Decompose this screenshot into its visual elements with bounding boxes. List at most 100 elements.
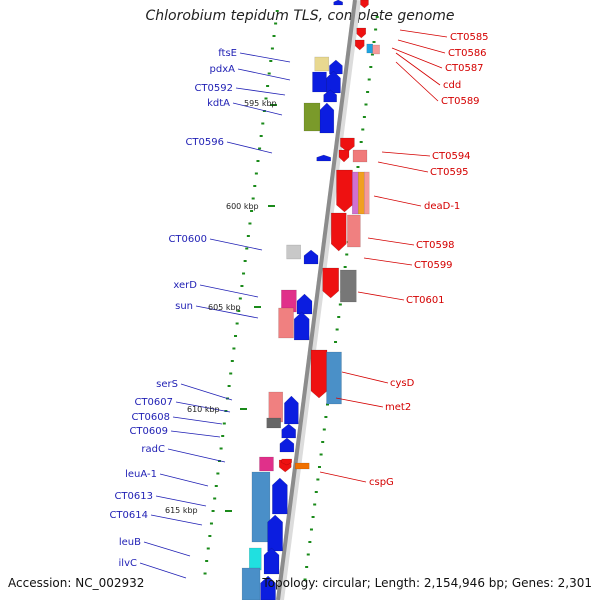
gene-label-CT0595[interactable]: CT0595	[430, 167, 469, 178]
leader-right	[395, 61, 439, 102]
tick-mark	[221, 435, 225, 437]
leader-left	[237, 68, 291, 81]
tick-mark	[209, 522, 213, 525]
gene-label-CT0596[interactable]: CT0596	[185, 137, 224, 148]
tick-mark	[256, 160, 260, 162]
gene-label-xerD[interactable]: xerD	[173, 280, 197, 291]
tick-mark	[335, 328, 339, 331]
gene-arrow-ct0609	[279, 437, 295, 453]
leader-right	[357, 291, 405, 301]
gene-label-CT0609[interactable]: CT0609	[129, 426, 168, 437]
leader-right	[395, 52, 441, 86]
gene-arrow-ct0596	[316, 154, 331, 162]
tick-mark	[261, 122, 265, 125]
gene-label-leuB[interactable]: leuB	[119, 537, 141, 548]
tick-mark	[237, 310, 241, 312]
tick-mark	[366, 91, 370, 93]
tick-mark	[205, 560, 209, 562]
tick-mark	[240, 285, 244, 287]
tick-mark	[319, 453, 323, 456]
gene-label-CT0608[interactable]: CT0608	[131, 412, 170, 423]
tick-mark	[229, 372, 233, 375]
gene-label-pdxA[interactable]: pdxA	[210, 64, 236, 75]
gene-arrow-ct0594	[340, 137, 355, 153]
gene-label-CT0613[interactable]: CT0613	[114, 491, 153, 502]
gene-label-serS[interactable]: serS	[156, 379, 178, 390]
tick-mark	[275, 10, 279, 12]
gene-label-CT0585[interactable]: CT0585	[450, 32, 489, 43]
gene-label-sun[interactable]: sun	[175, 301, 193, 312]
scale-tick	[268, 205, 275, 207]
leader-left	[235, 87, 286, 96]
tick-mark	[322, 428, 326, 431]
tick-mark	[274, 22, 278, 25]
backbone	[276, 0, 357, 600]
gene-box-leuB	[249, 547, 262, 571]
gene-label-ftsE[interactable]: ftsE	[218, 48, 237, 59]
gene-label-CT0598[interactable]: CT0598	[416, 240, 455, 251]
tick-mark	[258, 147, 262, 150]
gene-arrow-leuB	[263, 547, 280, 575]
gene-label-CT0589[interactable]: CT0589	[441, 96, 480, 107]
gene-label-cdd[interactable]: cdd	[443, 80, 461, 91]
gene-arrow-ct0586	[356, 27, 367, 39]
tick-mark	[230, 360, 234, 362]
gene-label-CT0594[interactable]: CT0594	[432, 151, 471, 162]
scale-tick	[240, 408, 247, 410]
gene-label-deaD-1[interactable]: deaD-1	[424, 201, 460, 212]
tick-mark	[211, 510, 215, 512]
gene-box-cspG	[294, 462, 310, 470]
gene-label-leuA-1[interactable]: leuA-1	[125, 469, 157, 480]
gene-box-leuA	[251, 471, 271, 543]
leader-right	[399, 29, 448, 38]
gene-arrow-ct0608	[281, 423, 296, 439]
tick-mark	[364, 103, 368, 106]
gene-label-CT0587[interactable]: CT0587	[445, 63, 484, 74]
gene-label-CT0600[interactable]: CT0600	[168, 234, 207, 245]
leader-left	[170, 430, 221, 438]
tick-mark	[361, 128, 365, 131]
gene-arrow-leuA	[272, 477, 288, 515]
tick-mark	[334, 341, 338, 343]
gene-label-ilvC[interactable]: ilvC	[119, 558, 137, 569]
gene-label-CT0614[interactable]: CT0614	[109, 510, 148, 521]
gene-label-CT0607[interactable]: CT0607	[134, 397, 173, 408]
scale-label-615: 615 kbp	[165, 506, 198, 515]
gene-box-deaD-c	[363, 171, 370, 215]
tick-mark	[303, 578, 307, 581]
leader-left	[139, 562, 187, 579]
gene-box-serS	[268, 391, 284, 423]
leader-right	[373, 195, 422, 207]
gene-label-met2[interactable]: met2	[385, 402, 411, 413]
gene-label-CT0592[interactable]: CT0592	[194, 83, 233, 94]
tick-mark	[243, 260, 247, 262]
tick-mark	[321, 441, 325, 443]
gene-label-CT0601[interactable]: CT0601	[406, 295, 445, 306]
tick-mark	[367, 78, 371, 81]
tick-mark	[314, 491, 318, 493]
scale-tick	[270, 104, 277, 106]
tick-mark	[234, 335, 238, 337]
leader-left	[180, 383, 233, 401]
gene-arrow-ct0595	[338, 149, 350, 163]
tick-mark	[337, 316, 341, 318]
gene-label-CT0586[interactable]: CT0586	[448, 48, 487, 59]
tick-mark	[311, 516, 315, 518]
gene-box-cysD	[326, 351, 342, 405]
gene-label-CT0599[interactable]: CT0599	[414, 260, 453, 271]
gene-arrow-pdxA-a	[326, 70, 341, 94]
gene-box-ilvC	[241, 567, 261, 600]
tick-mark	[216, 472, 220, 475]
gene-label-radC[interactable]: radC	[141, 444, 165, 455]
gene-label-cspG[interactable]: cspG	[369, 477, 394, 488]
gene-label-kdtA[interactable]: kdtA	[207, 98, 230, 109]
gene-arrow-ct0601	[322, 267, 339, 299]
tick-mark	[326, 403, 330, 406]
gene-box-ct0601	[340, 269, 357, 303]
map-title: Chlorobium tepidum TLS, complete genome	[145, 8, 455, 24]
tick-mark	[305, 566, 309, 568]
tick-mark	[222, 422, 226, 425]
gene-arrow-ct0613	[267, 514, 283, 552]
tick-mark	[370, 53, 374, 56]
gene-label-cysD[interactable]: cysD	[390, 378, 415, 389]
